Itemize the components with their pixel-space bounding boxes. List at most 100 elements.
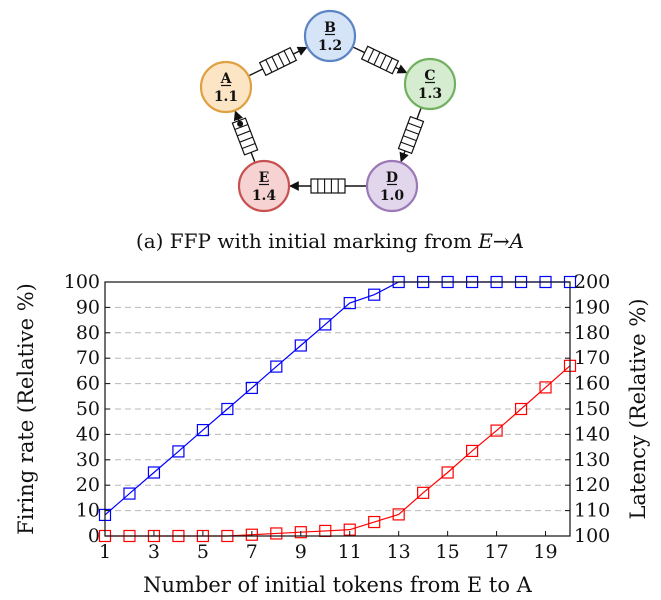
right-tick-label: 190 bbox=[574, 296, 610, 318]
x-tick-label: 19 bbox=[533, 541, 557, 563]
node-circle bbox=[303, 9, 357, 63]
data-point bbox=[196, 423, 209, 437]
left-axis-ticks: 0 10 20 30 40 50 60 70 80 90 100 bbox=[64, 271, 110, 547]
data-point bbox=[417, 486, 430, 499]
node-value: 1.3 bbox=[418, 86, 442, 102]
x-axis-label: Number of initial tokens from E to A bbox=[143, 573, 533, 597]
x-tick-label: 13 bbox=[387, 541, 411, 563]
edge-d-e bbox=[289, 178, 366, 194]
left-tick-label: 20 bbox=[76, 474, 100, 496]
right-tick-label: 130 bbox=[574, 449, 610, 471]
x-tick-label: 5 bbox=[197, 541, 209, 563]
data-point bbox=[441, 466, 454, 479]
node-name: E bbox=[259, 170, 270, 186]
data-point bbox=[245, 528, 258, 541]
data-point bbox=[319, 318, 332, 331]
fifo-queue bbox=[397, 115, 425, 155]
data-point bbox=[368, 288, 381, 301]
data-point bbox=[270, 360, 283, 373]
left-y-axis-label: Firing rate (Relative %) bbox=[14, 283, 38, 535]
node-value: 1.4 bbox=[252, 188, 277, 204]
ffp-diagram: B 1.2 C 1.3 D 1.0 E 1.4 A 1.1 bbox=[199, 9, 457, 213]
left-tick-label: 60 bbox=[76, 373, 100, 395]
data-point bbox=[245, 381, 258, 395]
x-tick-label: 15 bbox=[436, 541, 460, 563]
data-point bbox=[294, 526, 307, 539]
left-tick-label: 10 bbox=[76, 500, 100, 522]
x-tick-label: 1 bbox=[99, 541, 111, 563]
node-d: D 1.0 bbox=[365, 159, 419, 213]
x-axis-ticks: 1 3 5 7 9 11 13 15 17 19 bbox=[99, 531, 558, 563]
data-point bbox=[294, 339, 307, 352]
x-tick-label: 3 bbox=[148, 541, 160, 563]
x-tick-label: 9 bbox=[295, 541, 307, 563]
edge-c-d bbox=[397, 108, 425, 163]
node-value: 1.0 bbox=[380, 188, 405, 204]
node-e: E 1.4 bbox=[237, 159, 291, 213]
fifo-queue bbox=[310, 178, 346, 194]
plot-frame bbox=[104, 281, 571, 537]
data-point bbox=[343, 296, 356, 310]
left-tick-label: 30 bbox=[76, 449, 100, 471]
edge-a-b bbox=[249, 46, 308, 77]
data-point bbox=[123, 487, 136, 500]
right-tick-label: 110 bbox=[574, 500, 610, 522]
series-1 bbox=[98, 275, 577, 522]
node-c: C 1.3 bbox=[403, 57, 457, 111]
token bbox=[237, 120, 244, 127]
data-point bbox=[221, 402, 234, 416]
node-circle bbox=[237, 159, 291, 213]
edge-e-a bbox=[231, 110, 259, 162]
left-tick-label: 40 bbox=[76, 423, 100, 445]
series-line bbox=[104, 281, 570, 516]
left-tick-label: 70 bbox=[76, 347, 100, 369]
left-tick-label: 80 bbox=[76, 322, 100, 344]
fifo-queue bbox=[258, 46, 298, 77]
right-tick-label: 170 bbox=[574, 347, 610, 369]
data-point bbox=[466, 444, 479, 458]
edge-b-c bbox=[353, 45, 408, 75]
x-tick-label: 7 bbox=[246, 541, 258, 563]
x-tick-label: 17 bbox=[484, 541, 508, 563]
right-tick-label: 200 bbox=[574, 271, 610, 293]
left-tick-label: 100 bbox=[64, 271, 100, 293]
chart-grid bbox=[105, 281, 570, 512]
caption-prefix: (a) FFP with initial marking from bbox=[136, 229, 478, 253]
node-name: A bbox=[220, 71, 233, 87]
node-value: 1.1 bbox=[214, 89, 238, 105]
right-tick-label: 100 bbox=[574, 525, 610, 547]
data-point bbox=[147, 466, 161, 479]
right-tick-label: 150 bbox=[574, 398, 610, 420]
caption-math: E→A bbox=[477, 229, 524, 253]
fifo-queue bbox=[231, 117, 259, 156]
data-point bbox=[514, 402, 528, 416]
data-point bbox=[368, 515, 381, 529]
node-circle bbox=[199, 60, 253, 114]
diagram-caption: (a) FFP with initial marking from E→A bbox=[136, 229, 524, 253]
node-circle bbox=[365, 159, 419, 213]
left-tick-label: 90 bbox=[76, 296, 100, 318]
right-y-axis-label: Latency (Relative %) bbox=[626, 298, 650, 519]
data-point bbox=[392, 508, 405, 521]
node-b: B 1.2 bbox=[303, 9, 357, 63]
node-name: B bbox=[324, 20, 336, 36]
left-tick-label: 50 bbox=[76, 398, 100, 420]
node-value: 1.2 bbox=[318, 38, 342, 54]
right-tick-label: 120 bbox=[574, 474, 610, 496]
fifo-queue bbox=[360, 45, 400, 75]
node-circle bbox=[403, 57, 457, 111]
right-tick-label: 180 bbox=[574, 322, 610, 344]
series-2 bbox=[98, 359, 577, 543]
x-tick-label: 11 bbox=[338, 541, 362, 563]
node-name: C bbox=[424, 68, 435, 84]
node-a: A 1.1 bbox=[199, 60, 253, 114]
right-tick-label: 140 bbox=[574, 423, 610, 445]
right-tick-label: 160 bbox=[574, 373, 610, 395]
data-point bbox=[539, 381, 552, 394]
node-name: D bbox=[386, 170, 398, 186]
data-point bbox=[319, 524, 332, 538]
data-point bbox=[172, 445, 185, 458]
data-point bbox=[490, 424, 503, 437]
